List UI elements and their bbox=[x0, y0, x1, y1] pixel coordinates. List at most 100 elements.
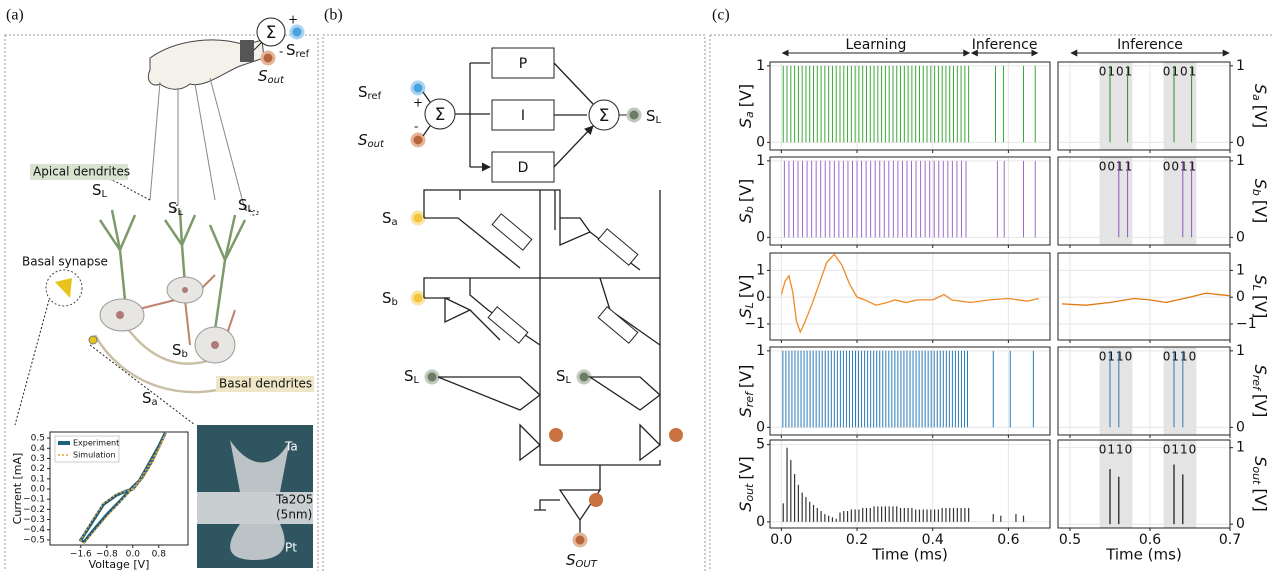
subscript: L bbox=[656, 115, 662, 126]
signal-label: SL bbox=[404, 367, 420, 387]
subscript: ref bbox=[743, 390, 756, 407]
span-label: Inference bbox=[1117, 37, 1183, 53]
symbol: S bbox=[1252, 179, 1271, 189]
symbol: S bbox=[646, 107, 656, 125]
signal-label: SL bbox=[238, 196, 254, 216]
y-tick-label: 1 bbox=[1236, 440, 1245, 456]
symbol: S bbox=[382, 209, 392, 227]
signal-label: Sref bbox=[286, 41, 310, 61]
subscript: out bbox=[268, 75, 285, 86]
signal-label: Sout bbox=[358, 131, 385, 151]
symbol: S bbox=[556, 367, 566, 385]
symbol: S bbox=[358, 131, 368, 149]
chart: 01Sb[V]00110011 bbox=[1058, 153, 1271, 248]
y-tick-label: −0.1 bbox=[23, 495, 45, 505]
y-tick-label: 0 bbox=[1236, 134, 1245, 150]
y-tick-label: 0.4 bbox=[31, 444, 46, 454]
subscript: L bbox=[248, 204, 254, 215]
y-axis-label: Sa[V] bbox=[736, 84, 757, 128]
signal-label: SL bbox=[92, 181, 108, 201]
block-label: P bbox=[519, 56, 527, 72]
y-tick-label: 0 bbox=[756, 289, 765, 305]
x-tick-label: 0.0 bbox=[770, 532, 792, 548]
x-axis-label: Voltage [V] bbox=[89, 558, 150, 571]
signal-label: SL bbox=[556, 367, 572, 387]
sum-symbol: Σ bbox=[266, 23, 277, 43]
chart: 01Sa[V]LearningInference bbox=[736, 37, 1051, 153]
unit: [V] bbox=[736, 179, 755, 202]
y-tick-label: 0 bbox=[756, 134, 765, 150]
symbol: S bbox=[1252, 275, 1271, 285]
chart: −101SL[V] bbox=[736, 253, 1051, 343]
apical-label: Apical dendrites bbox=[33, 165, 130, 179]
subscript: b bbox=[392, 297, 398, 308]
x-tick-label: 0.2 bbox=[846, 532, 868, 548]
y-tick-label: 1 bbox=[1236, 262, 1245, 278]
subscript: L bbox=[414, 375, 420, 386]
y-axis-label: SL[V] bbox=[1250, 275, 1271, 319]
subscript: out bbox=[743, 483, 756, 502]
bit-label: 0110 bbox=[1099, 350, 1134, 364]
symbol: S bbox=[736, 308, 755, 318]
symbol: S bbox=[736, 213, 755, 223]
signal-label: Sb bbox=[382, 289, 398, 309]
y-tick-label: 1 bbox=[1236, 153, 1245, 169]
material-label: Ta2O5 bbox=[275, 493, 313, 507]
subscript: L bbox=[743, 302, 756, 308]
y-axis-label: Sout [V] bbox=[736, 456, 757, 512]
signal-label: SL bbox=[646, 107, 662, 127]
y-tick-label: 0 bbox=[756, 229, 765, 245]
subscript: L bbox=[102, 189, 108, 200]
subscript: L bbox=[178, 207, 184, 218]
y-axis-label: Sref[V] bbox=[736, 365, 757, 418]
legend-label: Experiment bbox=[73, 439, 119, 448]
y-tick-label: 1 bbox=[756, 343, 765, 359]
unit: [V] bbox=[736, 365, 755, 388]
subscript: out bbox=[1250, 466, 1263, 485]
symbol: S bbox=[736, 502, 755, 512]
y-tick-label: 0 bbox=[756, 514, 765, 530]
y-tick-label: 0 bbox=[1236, 229, 1245, 245]
y-tick-label: 1 bbox=[756, 262, 765, 278]
x-axis-label: Time (ms) bbox=[871, 546, 948, 564]
subscript: L bbox=[566, 375, 572, 386]
bit-label: 0110 bbox=[1163, 443, 1198, 457]
y-tick-label: −0.2 bbox=[23, 505, 45, 515]
unit: [V] bbox=[1252, 105, 1271, 128]
unit: [V] bbox=[1252, 200, 1271, 223]
sign: - bbox=[414, 120, 418, 134]
unit: [V] bbox=[736, 456, 755, 479]
synapse-label: Basal synapse bbox=[22, 255, 108, 269]
chart: 01Sa[V]Inference01010101 bbox=[1058, 37, 1271, 153]
symbol: S bbox=[404, 367, 414, 385]
symbol: S bbox=[238, 196, 248, 214]
symbol: S bbox=[286, 41, 296, 59]
symbol: S bbox=[168, 199, 178, 217]
y-axis-label: Sout[V] bbox=[1250, 456, 1271, 512]
symbol: S bbox=[1252, 84, 1271, 94]
figure: (a) (b) (c) bbox=[0, 0, 1272, 571]
signal-label: Sa bbox=[142, 389, 158, 409]
material-label: Ta bbox=[284, 440, 298, 454]
symbol: S bbox=[566, 551, 576, 569]
y-axis-label: Sb[V] bbox=[736, 179, 757, 224]
signal-label: SOUT bbox=[566, 551, 598, 571]
symbol: S bbox=[258, 67, 268, 85]
symbol: S bbox=[92, 181, 102, 199]
material-label: (5nm) bbox=[276, 508, 312, 522]
y-tick-label: −0.3 bbox=[23, 515, 45, 525]
subscript: OUT bbox=[576, 559, 598, 570]
plot-area bbox=[1058, 253, 1230, 340]
material-label: Pt bbox=[285, 541, 297, 555]
sign: - bbox=[279, 45, 283, 59]
y-axis-label: Current [mA] bbox=[11, 453, 24, 525]
x-tick-label: 0.6 bbox=[997, 532, 1019, 548]
y-tick-label: −0.4 bbox=[23, 525, 45, 535]
span-label: Inference bbox=[972, 37, 1038, 53]
basal-label: Basal dendrites bbox=[219, 377, 312, 391]
sign: + bbox=[413, 96, 423, 110]
subscript: a bbox=[743, 111, 756, 118]
symbol: S bbox=[172, 341, 182, 359]
panel-label: (a) bbox=[6, 7, 24, 24]
sign: + bbox=[288, 13, 298, 27]
